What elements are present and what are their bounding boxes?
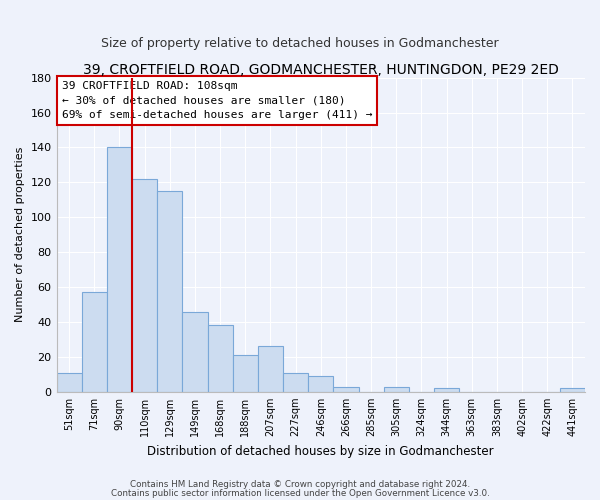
Y-axis label: Number of detached properties: Number of detached properties	[15, 147, 25, 322]
Bar	[107, 148, 132, 392]
X-axis label: Distribution of detached houses by size in Godmanchester: Distribution of detached houses by size …	[148, 444, 494, 458]
Bar	[182, 312, 208, 392]
Text: 39 CROFTFIELD ROAD: 108sqm
← 30% of detached houses are smaller (180)
69% of sem: 39 CROFTFIELD ROAD: 108sqm ← 30% of deta…	[62, 81, 373, 120]
Bar	[233, 355, 258, 392]
Bar	[157, 191, 182, 392]
Bar	[308, 376, 334, 392]
Bar	[434, 388, 459, 392]
Bar	[560, 388, 585, 392]
Bar	[283, 372, 308, 392]
Bar	[208, 326, 233, 392]
Text: Contains HM Land Registry data © Crown copyright and database right 2024.: Contains HM Land Registry data © Crown c…	[130, 480, 470, 489]
Bar	[132, 179, 157, 392]
Bar	[258, 346, 283, 392]
Bar	[82, 292, 107, 392]
Text: Contains public sector information licensed under the Open Government Licence v3: Contains public sector information licen…	[110, 489, 490, 498]
Bar	[334, 386, 359, 392]
Title: 39, CROFTFIELD ROAD, GODMANCHESTER, HUNTINGDON, PE29 2ED: 39, CROFTFIELD ROAD, GODMANCHESTER, HUNT…	[83, 62, 559, 76]
Text: Size of property relative to detached houses in Godmanchester: Size of property relative to detached ho…	[101, 38, 499, 51]
Bar	[56, 372, 82, 392]
Bar	[383, 386, 409, 392]
